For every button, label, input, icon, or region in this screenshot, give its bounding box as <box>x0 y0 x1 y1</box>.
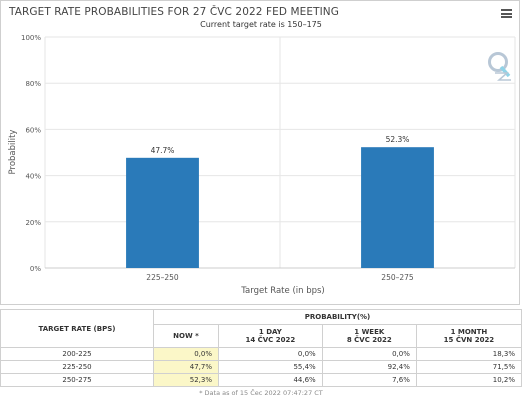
data-timestamp-footnote: * Data as of 15 Čec 2022 07:47:27 CT <box>199 389 323 397</box>
probability-subheader-3: 1 MONTH 15 ČVN 2022 <box>415 324 522 348</box>
x-tick-label: 250–275 <box>381 273 414 282</box>
cell-range: 225-250 <box>0 360 154 374</box>
target-rate-header: TARGET RATE (BPS) <box>0 309 154 348</box>
y-tick-label: 20% <box>25 219 41 227</box>
probability-table-section: TARGET RATE (BPS) PROBABILITY(%) NOW * 1 … <box>0 309 522 397</box>
probability-subheader-2: 1 WEEK 8 ČVC 2022 <box>321 324 417 348</box>
subheader-line2: 14 ČVC 2022 <box>245 336 296 344</box>
chart-grid <box>44 36 516 269</box>
y-tick-label: 60% <box>25 126 41 134</box>
chart-subtitle: Current target rate is 150–175 <box>200 20 322 29</box>
y-tick-label: 40% <box>25 173 41 181</box>
data-label: 47.7% <box>151 146 175 155</box>
probability-subheader-0: NOW * <box>153 324 219 348</box>
bar-chart: 0% 20% 40% 60% 80% 100% 225–250 250–275 47.7% 5… <box>8 34 516 296</box>
y-axis-tick-labels: 0% 20% 40% 60% 80% 100% <box>21 34 41 273</box>
cell-now: 0,0% <box>153 347 219 361</box>
subheader-line2: 8 ČVC 2022 <box>346 336 392 344</box>
probability-subheader-1: 1 DAY 14 ČVC 2022 <box>218 324 323 348</box>
bar-250–275 <box>361 147 434 268</box>
cell-month: 71,5% <box>415 360 522 374</box>
data-labels: 47.7% 52.3% <box>151 135 410 155</box>
cell-day: 44,6% <box>218 373 323 387</box>
cell-day: 0,0% <box>218 347 323 361</box>
cell-now: 47,7% <box>153 360 219 374</box>
data-label: 52.3% <box>386 135 410 144</box>
x-tick-label: 225–250 <box>146 273 179 282</box>
table-row: 200-225 0,0% 0,0% 0,0% 18,3% <box>0 347 522 361</box>
cell-week: 0,0% <box>321 347 417 361</box>
chart-title: TARGET RATE PROBABILITIES FOR 27 ČVC 202… <box>9 6 339 18</box>
cell-month: 18,3% <box>415 347 522 361</box>
cell-range: 250-275 <box>0 373 154 387</box>
cell-day: 55,4% <box>218 360 323 374</box>
hamburger-menu-icon[interactable] <box>501 9 512 18</box>
probability-header: PROBABILITY(%) <box>153 309 522 325</box>
x-axis-label: Target Rate (in bps) <box>240 286 325 296</box>
subheader-line1: 1 WEEK <box>354 328 385 336</box>
cell-now: 52,3% <box>153 373 219 387</box>
q-logo <box>488 52 511 81</box>
y-tick-label: 80% <box>25 80 41 88</box>
cell-week: 92,4% <box>321 360 417 374</box>
subheader-line1: 1 MONTH <box>450 328 488 336</box>
chart-bars <box>126 147 434 268</box>
subheader-line2: 15 ČVN 2022 <box>443 336 495 344</box>
subheader-line1: NOW * <box>173 332 199 340</box>
table-row: 225-250 47,7% 55,4% 92,4% 71,5% <box>0 360 522 374</box>
cell-month: 10,2% <box>415 373 522 387</box>
subheader-line1: 1 DAY <box>258 328 282 336</box>
probability-table: TARGET RATE (BPS) PROBABILITY(%) NOW * 1 … <box>0 309 522 387</box>
probability-subheader-row: NOW * 1 DAY 14 ČVC 2022 1 WEEK 8 ČVC 2022 1 M… <box>1 324 522 348</box>
bar-225–250 <box>126 157 199 268</box>
y-axis-label: Probability <box>8 130 18 175</box>
y-tick-label: 0% <box>30 265 41 273</box>
cell-range: 200-225 <box>0 347 154 361</box>
probability-table-body: 200-225 0,0% 0,0% 0,0% 18,3% 225-250 47,7% 55,4… <box>0 347 522 387</box>
table-row: 250-275 52,3% 44,6% 7,6% 10,2% <box>0 373 522 387</box>
x-axis-tick-labels: 225–250 250–275 <box>146 273 414 282</box>
cell-week: 7,6% <box>321 373 417 387</box>
y-tick-label: 100% <box>21 34 41 42</box>
